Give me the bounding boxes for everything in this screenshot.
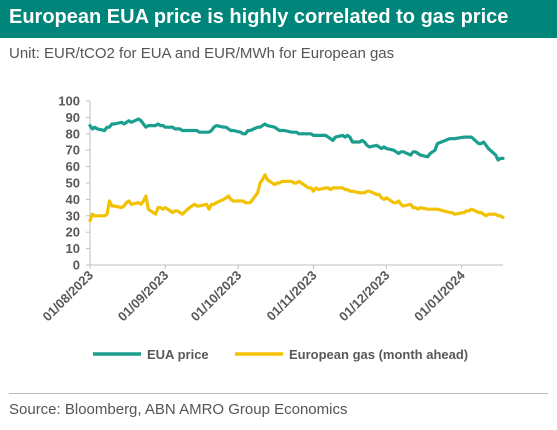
x-tick-label: 01/11/2023 [264, 268, 320, 324]
chart-title: European EUA price is highly correlated … [9, 6, 509, 28]
x-tick-label: 01/12/2023 [336, 268, 393, 325]
legend-label-eua: EUA price [147, 347, 209, 362]
y-tick-label: 70 [66, 143, 80, 158]
chart-subtitle: Unit: EUR/tCO2 for EUA and EUR/MWh for E… [9, 45, 395, 62]
y-tick-label: 60 [66, 159, 80, 174]
x-tick-label: 01/01/2024 [411, 267, 468, 324]
y-tick-label: 30 [66, 208, 80, 223]
title-bar: European EUA price is highly correlated … [0, 0, 557, 38]
y-tick-label: 10 [66, 241, 80, 256]
chart-series [88, 117, 505, 223]
y-tick-label: 100 [58, 94, 80, 109]
chart-legend: EUA price European gas (month ahead) [93, 347, 468, 362]
x-tick-label: 01/09/2023 [115, 268, 172, 325]
eua-price-line [88, 117, 505, 162]
legend-label-gas: European gas (month ahead) [289, 347, 468, 362]
y-tick-label: 40 [66, 192, 80, 207]
y-tick-label: 50 [66, 176, 80, 191]
source-divider [9, 393, 548, 394]
x-tick-label: 01/08/2023 [39, 268, 96, 325]
x-tick-label: 01/10/2023 [188, 268, 245, 325]
gas-price-line [88, 173, 505, 223]
y-tick-label: 20 [66, 225, 80, 240]
y-tick-label: 80 [66, 126, 80, 141]
y-tick-label: 0 [73, 258, 80, 273]
source-note: Source: Bloomberg, ABN AMRO Group Econom… [9, 401, 348, 418]
y-tick-label: 90 [66, 110, 80, 125]
